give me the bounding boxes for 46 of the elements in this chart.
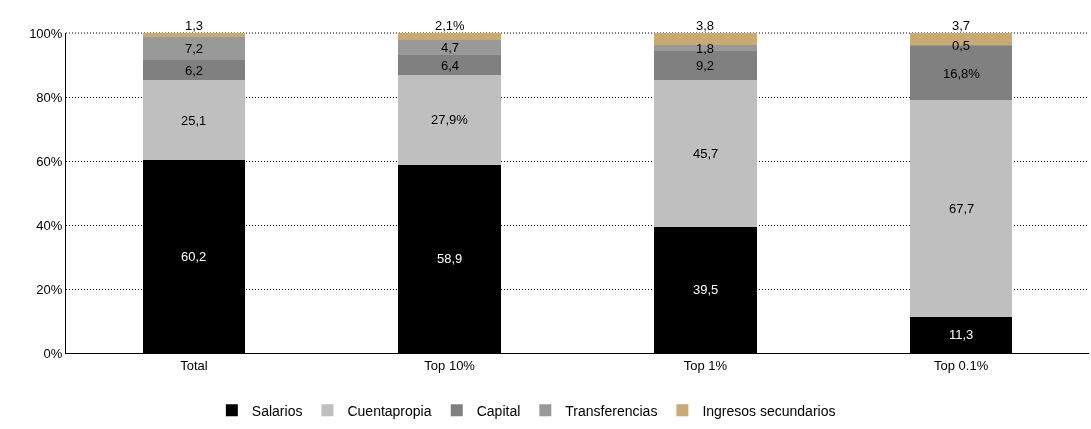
legend-label: Cuentapropia: [347, 402, 432, 419]
data-label: 11,3: [949, 327, 974, 342]
data-label: 2,1%: [435, 18, 466, 33]
y-tick-label: 100%: [29, 25, 63, 41]
bar: [654, 80, 757, 227]
data-label: 9,2: [696, 58, 715, 73]
bar: [142, 60, 246, 81]
bar: [142, 37, 246, 61]
y-tick-label: 80%: [36, 89, 63, 105]
legend-label: Ingresos secundarios: [702, 402, 836, 419]
data-label: 27,9%: [431, 112, 469, 127]
data-label: 58,9: [437, 251, 463, 266]
x-tick-label: Total: [180, 357, 208, 373]
data-label: 67,7: [949, 201, 975, 216]
y-tick-label: 20%: [36, 281, 63, 297]
bar: [398, 39, 501, 55]
data-label: 4,7: [441, 40, 460, 55]
x-tick-label: Top 1%: [683, 357, 728, 373]
bar: [398, 33, 501, 40]
y-tick-label: 40%: [36, 217, 63, 233]
bar: [654, 33, 757, 46]
data-label: 6,2: [185, 63, 204, 78]
x-tick-label: Top 0.1%: [934, 357, 989, 373]
x-tick-label: Top 10%: [424, 357, 476, 373]
bar: [398, 75, 501, 165]
data-label: 39,5: [693, 282, 719, 297]
data-label: 3,8: [696, 18, 715, 33]
legend-label: Salarios: [251, 402, 303, 419]
bar: [398, 54, 501, 76]
data-label: 1,3: [185, 18, 204, 33]
data-label: 3,7: [952, 18, 971, 33]
y-tick-label: 60%: [36, 153, 63, 169]
bar: [142, 80, 246, 161]
legend-label: Capital: [476, 402, 521, 419]
legend-label: Transferencias: [565, 402, 658, 419]
bar: [142, 33, 246, 38]
data-label: 25,1: [181, 113, 207, 128]
data-label: 6,4: [441, 58, 460, 73]
data-label: 16,8%: [943, 66, 981, 81]
data-label: 0,5: [952, 38, 971, 53]
data-label: 1,8: [696, 41, 715, 56]
y-tick-label: 0%: [43, 345, 63, 361]
data-label: 7,2: [185, 41, 204, 56]
data-label: 45,7: [693, 146, 719, 161]
bar: [909, 100, 1013, 317]
data-label: 60,2: [181, 249, 207, 264]
